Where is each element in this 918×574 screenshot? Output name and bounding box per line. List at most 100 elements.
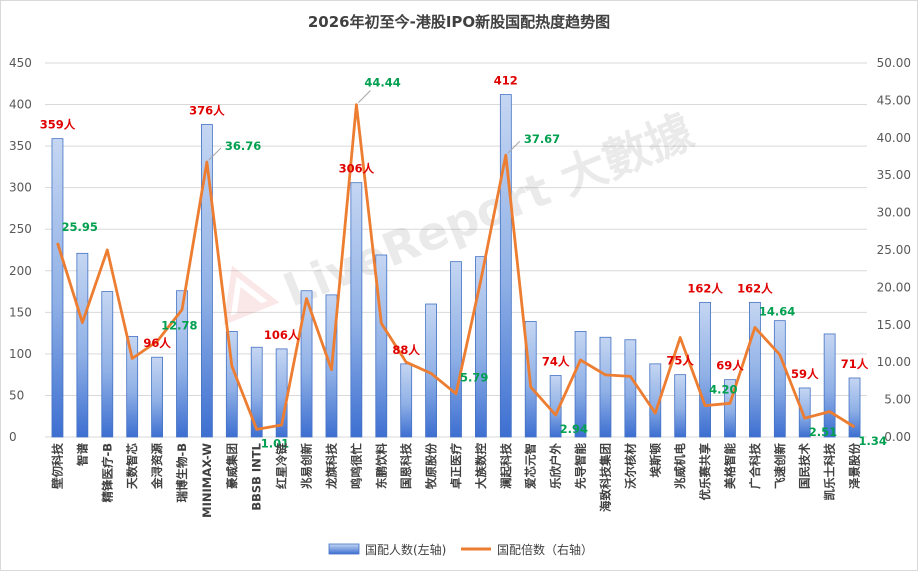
x-category-label: 澜起科技 <box>499 443 513 489</box>
left-tick-label: 150 <box>9 305 32 319</box>
bar-data-label: 96人 <box>143 336 171 350</box>
right-tick-label: 50.00 <box>877 56 911 70</box>
left-tick-label: 50 <box>9 388 24 402</box>
right-tick-label: 20.00 <box>877 280 911 294</box>
bar <box>225 331 238 438</box>
x-category-label: 龙旗科技 <box>324 443 338 490</box>
bar <box>624 339 637 438</box>
bar <box>773 320 786 438</box>
line-data-label: 25.95 <box>61 220 97 234</box>
bar <box>798 387 811 438</box>
legend-bar-label: 国配人数(左轴) <box>365 542 446 557</box>
bar <box>674 374 687 438</box>
left-tick-label: 250 <box>9 222 32 236</box>
bar-data-label: 71人 <box>841 357 869 371</box>
x-category-label: 海致科技集团 <box>598 443 612 512</box>
x-category-label: 瑞博生物-B <box>175 443 189 503</box>
x-category-label: 兆易创新 <box>300 443 314 489</box>
line-data-label: 1.01 <box>261 436 289 450</box>
label-leader-line <box>208 147 222 161</box>
bar <box>599 336 612 438</box>
right-tick-label: 30.00 <box>877 206 911 220</box>
left-tick-label: 400 <box>9 98 32 112</box>
x-category-label: 埃斯顿 <box>648 443 662 478</box>
line-data-label: 1.34 <box>859 434 887 448</box>
x-category-label: 红星冷链 <box>275 443 289 489</box>
left-tick-label: 450 <box>9 56 32 70</box>
bar <box>549 375 562 438</box>
x-category-label: 天数智芯 <box>125 443 139 489</box>
x-category-label: 广合科技 <box>748 443 762 489</box>
bar-data-label: 75人 <box>666 354 694 368</box>
bar-data-label: 162人 <box>687 281 723 295</box>
bar <box>76 252 89 438</box>
bar <box>151 356 163 438</box>
bar-data-label: 306人 <box>339 162 375 176</box>
legend-line-label: 国配倍数（右轴） <box>497 542 593 557</box>
x-category-label: MINIMAX-W <box>200 443 214 518</box>
line-data-label: 14.64 <box>759 304 795 318</box>
x-category-label: 东鹏饮料 <box>374 443 388 489</box>
labels-layer: 359人 96人 376人 106人 306人 88人 412 74人 75人 162人 69人 16… <box>40 74 887 451</box>
x-category-label: 泽景股份 <box>848 443 862 489</box>
bar <box>749 301 761 438</box>
left-tick-label: 200 <box>9 264 32 278</box>
label-leader-line <box>358 90 371 103</box>
ratio-line <box>56 103 856 431</box>
bar <box>823 333 836 438</box>
bar <box>201 124 213 438</box>
bar-data-label: 88人 <box>392 343 420 357</box>
left-axis: 0 50 100 150 200 250 300 350 400 450 <box>9 56 32 444</box>
bar <box>51 138 64 438</box>
left-tick-label: 350 <box>9 139 32 153</box>
line-layer <box>56 103 856 431</box>
line-data-label: 2.51 <box>809 425 837 439</box>
bar <box>176 290 188 438</box>
bar <box>724 379 736 438</box>
legend-bar-swatch <box>328 543 360 555</box>
x-category-label: 国民技术 <box>798 443 812 489</box>
x-category-label: 豪威集团 <box>225 443 239 489</box>
legend: 国配人数(左轴) 国配倍数（右轴） <box>328 542 593 557</box>
bar <box>350 182 363 438</box>
right-tick-label: 45.00 <box>877 93 911 107</box>
right-tick-label: 0.00 <box>884 430 911 444</box>
bar <box>699 301 711 438</box>
bar <box>300 290 313 438</box>
bar-data-label: 359人 <box>40 118 76 132</box>
x-category-label: 国恩科技 <box>399 443 413 489</box>
right-axis: 0.00 5.00 10.00 15.00 20.00 25.00 30.00 35.00 40… <box>877 56 911 444</box>
watermark-logo-icon <box>223 265 280 326</box>
line-data-label: 5.79 <box>460 371 488 385</box>
chart-title: 2026年初至今-港股IPO新股国配热度趋势图 <box>308 13 610 31</box>
right-tick-label: 25.00 <box>877 243 911 257</box>
x-category-label: 爱芯元智 <box>524 443 538 489</box>
x-category-label: 乐欣户外 <box>549 443 563 489</box>
bar <box>101 291 114 438</box>
x-category-label: 沃尔核材 <box>623 443 637 489</box>
line-data-label: 44.44 <box>364 76 400 90</box>
x-category-label: BBSB INTL <box>250 442 264 510</box>
left-tick-label: 300 <box>9 181 32 195</box>
bar <box>499 94 512 438</box>
bar-data-label: 59人 <box>791 367 819 381</box>
right-tick-label: 10.00 <box>877 355 911 369</box>
bar-data-label: 162人 <box>737 281 773 295</box>
line-data-label: 2.94 <box>560 422 588 436</box>
left-tick-label: 100 <box>9 347 32 361</box>
x-category-label: 凯乐士科技 <box>823 443 837 501</box>
bar-data-label: 376人 <box>189 104 225 118</box>
x-category-label: 大族数控 <box>474 443 488 489</box>
x-category-label: 牧原股份 <box>424 443 438 489</box>
label-leader-line <box>507 140 521 154</box>
x-category-label: 飞速创新 <box>773 443 787 489</box>
right-tick-label: 35.00 <box>877 168 911 182</box>
bar-data-label: 69人 <box>716 359 744 373</box>
bar-data-label: 412 <box>494 74 518 88</box>
line-data-label: 12.78 <box>161 318 197 332</box>
bar-data-label: 74人 <box>542 354 570 368</box>
x-category-label: 美格智能 <box>723 443 737 489</box>
right-tick-label: 15.00 <box>877 318 911 332</box>
